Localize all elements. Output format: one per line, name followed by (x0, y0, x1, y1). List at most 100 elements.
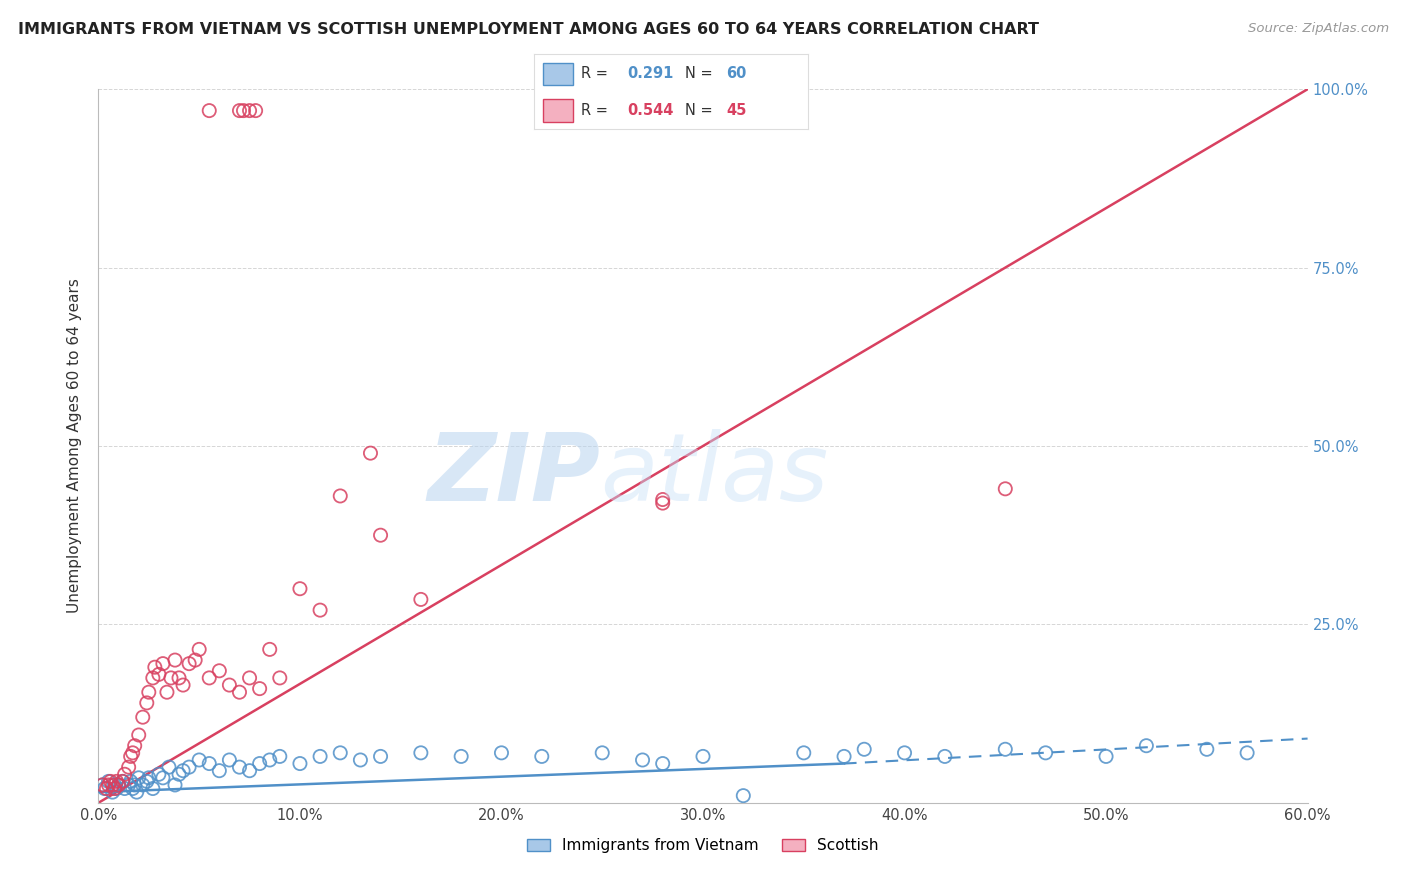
Point (124, 778, 146, 792)
Point (114, 781, 136, 796)
Point (105, 781, 128, 796)
Point (142, 671, 165, 685)
Point (249, 681, 271, 696)
Point (370, 528, 392, 542)
Point (208, 664, 231, 678)
Point (107, 778, 129, 792)
Point (259, 753, 281, 767)
Text: 0.544: 0.544 (627, 103, 673, 118)
Point (249, 756, 271, 771)
Point (97, 774, 120, 789)
Point (1095, 749, 1118, 764)
Text: 45: 45 (725, 103, 747, 118)
Point (101, 785, 124, 799)
Text: 60: 60 (725, 67, 747, 81)
Point (591, 746, 613, 760)
Point (360, 446, 382, 460)
Point (138, 771, 160, 785)
Point (97, 778, 120, 792)
Point (114, 767, 136, 781)
Point (288, 582, 311, 596)
Legend: Immigrants from Vietnam, Scottish: Immigrants from Vietnam, Scottish (522, 832, 884, 859)
Point (188, 642, 211, 657)
Point (103, 778, 125, 792)
Point (135, 696, 157, 710)
Point (135, 774, 157, 789)
Point (111, 774, 134, 789)
Point (96, 781, 118, 796)
Point (530, 749, 553, 764)
Point (1195, 742, 1218, 756)
Point (1135, 739, 1157, 753)
Point (138, 685, 160, 699)
Point (218, 753, 240, 767)
Point (409, 746, 432, 760)
Point (893, 746, 915, 760)
Point (152, 657, 174, 671)
Point (163, 653, 186, 667)
Point (309, 749, 332, 764)
Point (172, 764, 194, 778)
Point (163, 778, 186, 792)
Point (128, 728, 150, 742)
Point (370, 749, 392, 764)
Point (239, 103, 262, 118)
Point (450, 749, 472, 764)
Point (111, 774, 134, 789)
Point (148, 667, 170, 681)
Point (142, 781, 165, 796)
Point (934, 749, 956, 764)
Point (179, 760, 201, 774)
Point (651, 492, 673, 507)
Point (132, 710, 155, 724)
Point (832, 749, 855, 764)
Point (228, 103, 250, 118)
Point (198, 103, 221, 118)
Point (125, 785, 148, 799)
Point (269, 671, 291, 685)
Text: N =: N = (685, 103, 717, 118)
Point (152, 771, 174, 785)
Point (409, 592, 432, 607)
Point (218, 678, 240, 692)
Point (239, 671, 262, 685)
Point (232, 103, 254, 118)
Point (208, 764, 231, 778)
Point (228, 760, 250, 774)
Point (100, 774, 122, 789)
Point (994, 482, 1017, 496)
Point (733, 789, 755, 803)
Point (198, 671, 221, 685)
Text: N =: N = (685, 67, 717, 81)
Bar (543, 62, 572, 86)
Point (105, 774, 128, 789)
Point (160, 671, 183, 685)
Text: 0.291: 0.291 (627, 67, 673, 81)
Point (853, 742, 876, 756)
Point (793, 746, 815, 760)
Point (121, 781, 143, 796)
Point (120, 774, 142, 789)
Point (651, 496, 673, 510)
Point (1035, 746, 1057, 760)
Point (156, 685, 179, 699)
Point (288, 756, 311, 771)
Point (120, 749, 142, 764)
Point (167, 767, 190, 781)
Point (228, 685, 250, 699)
Point (259, 642, 281, 657)
Point (269, 749, 291, 764)
Text: R =: R = (581, 103, 613, 118)
Point (198, 756, 221, 771)
Text: Source: ZipAtlas.com: Source: ZipAtlas.com (1249, 22, 1389, 36)
Point (148, 767, 170, 781)
Point (651, 756, 673, 771)
Point (329, 489, 352, 503)
Point (103, 781, 125, 796)
Point (491, 746, 513, 760)
Point (132, 778, 155, 792)
Point (329, 746, 352, 760)
Point (167, 671, 190, 685)
Point (1236, 746, 1258, 760)
Point (91, 778, 114, 792)
